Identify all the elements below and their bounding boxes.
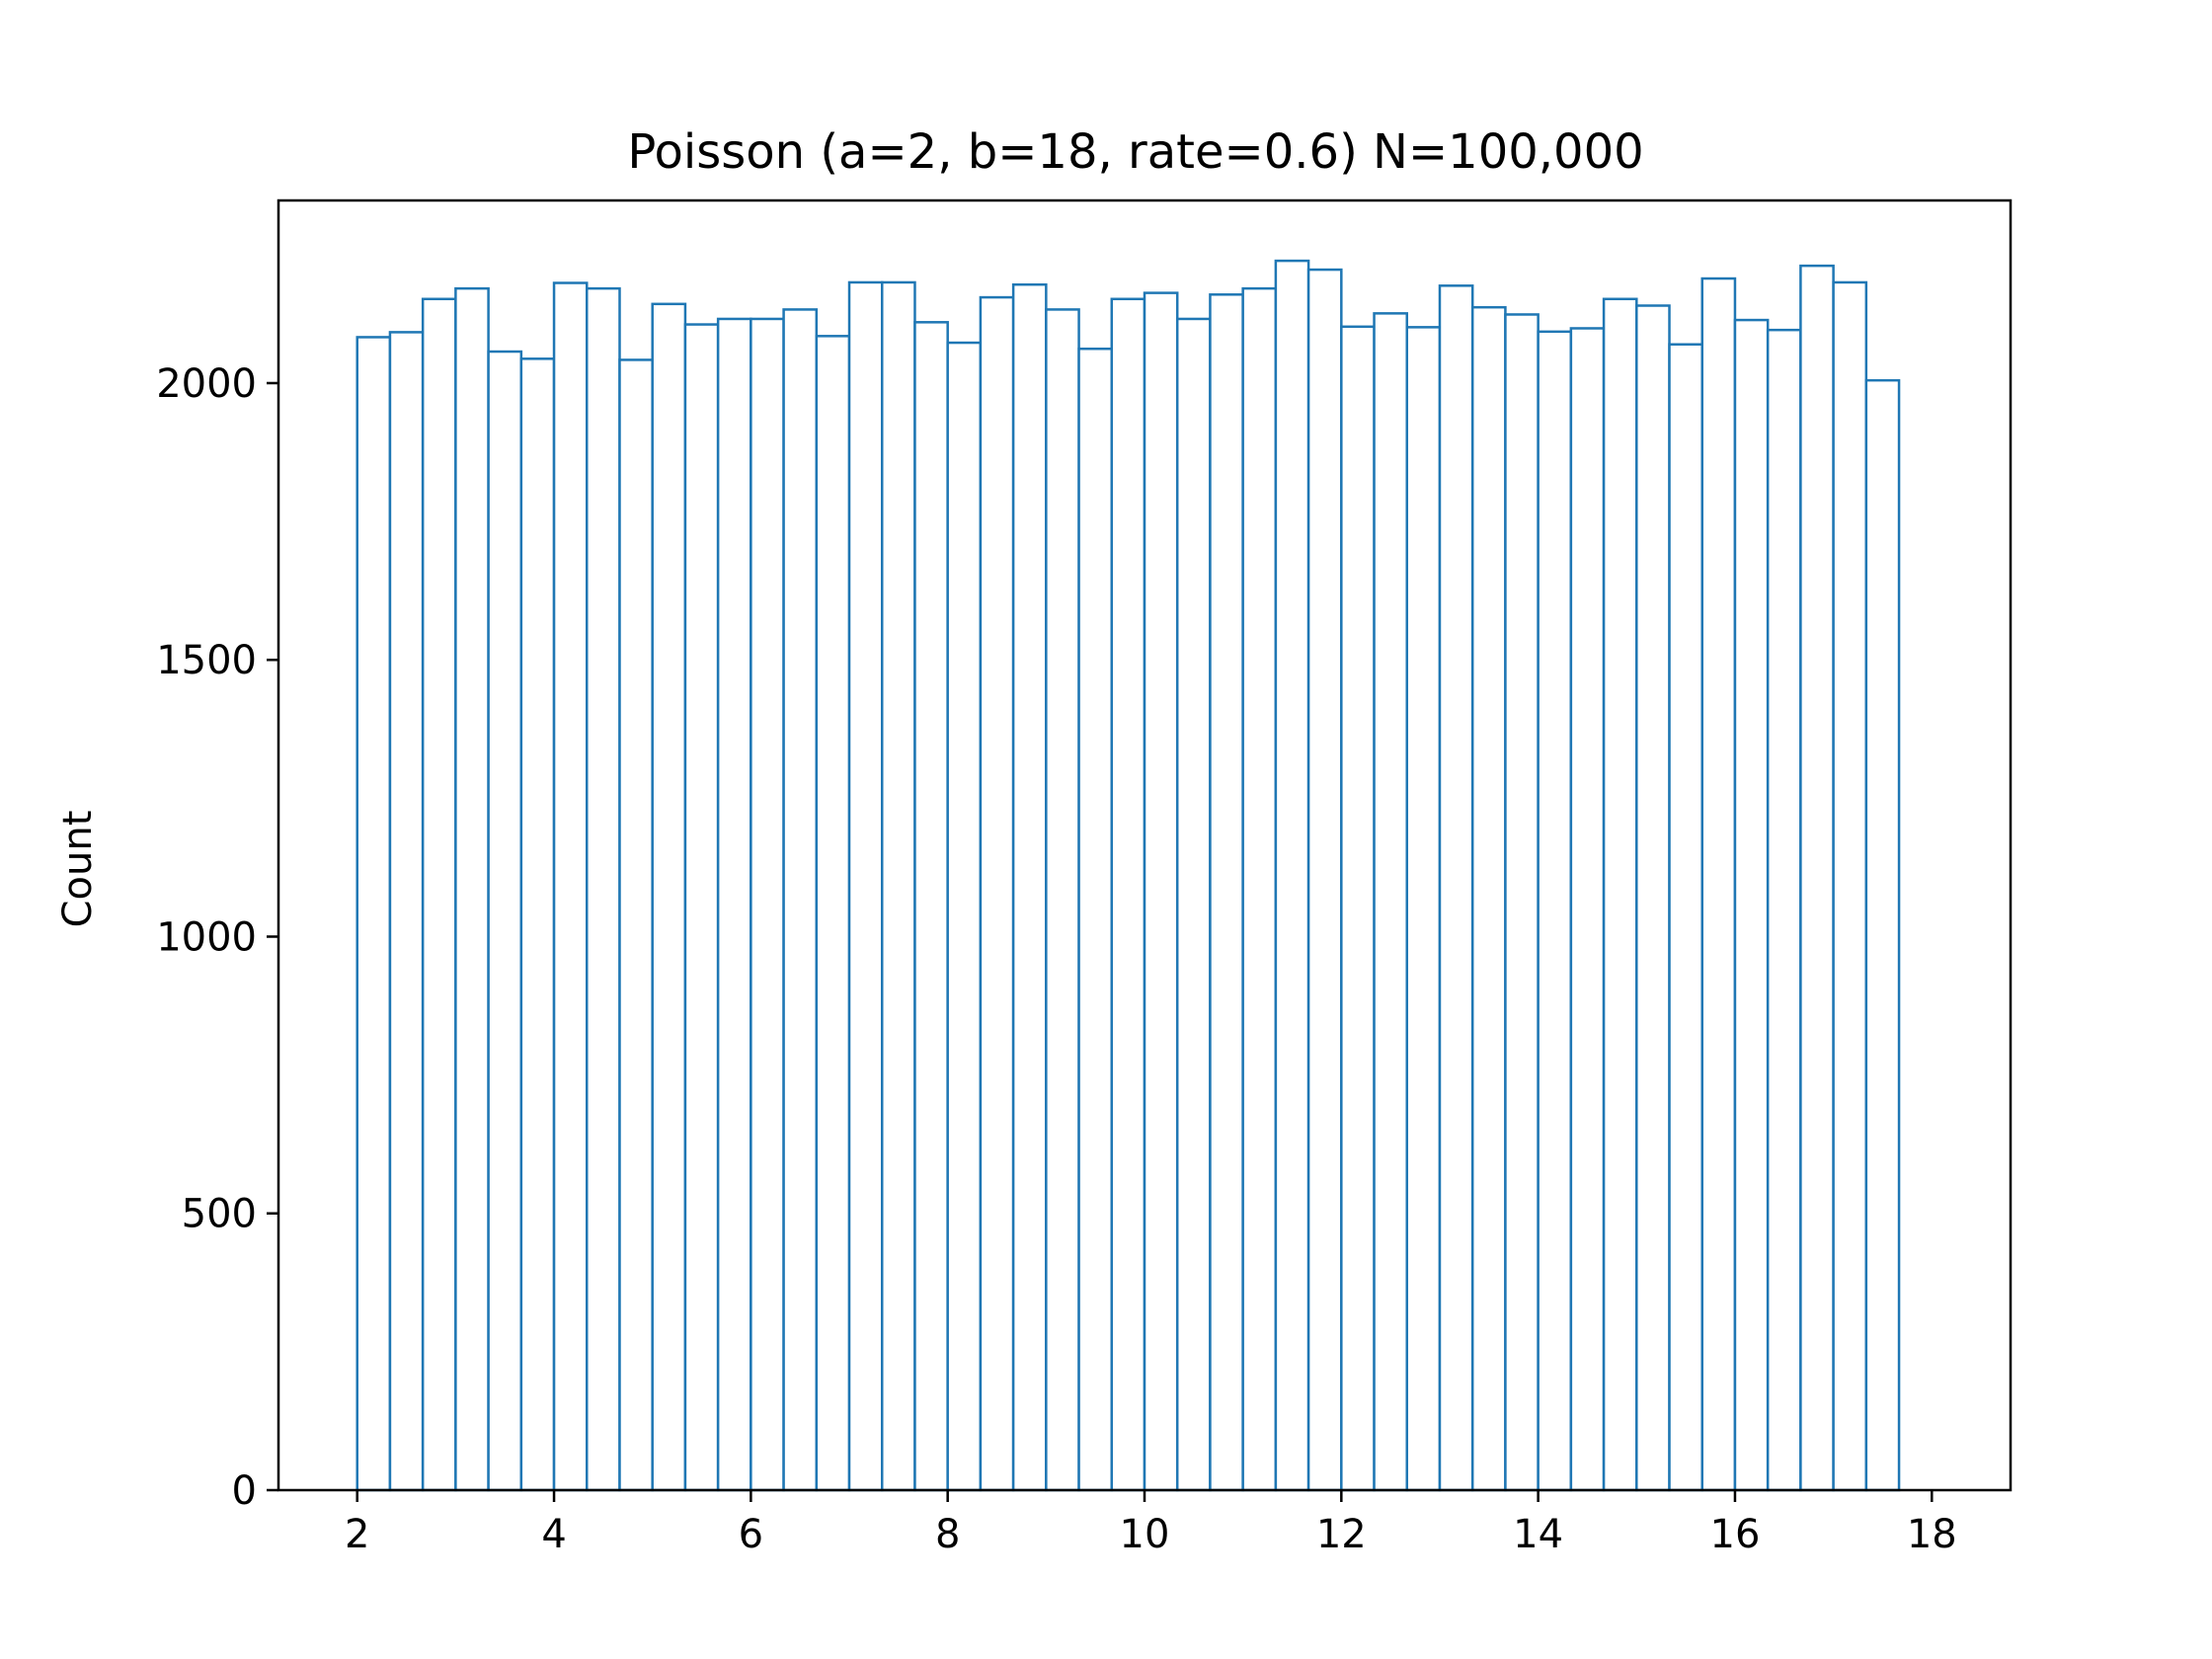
histogram-bar-46 xyxy=(1864,378,1901,1492)
histogram-bar-10 xyxy=(683,323,720,1492)
histogram-bar-30 xyxy=(1340,325,1376,1492)
histogram-bar-13 xyxy=(782,308,819,1492)
histogram-bar-23 xyxy=(1110,297,1146,1492)
histogram-bar-35 xyxy=(1504,313,1540,1492)
y-tick-label-4: 2000 xyxy=(156,361,257,407)
histogram-bar-22 xyxy=(1077,347,1114,1492)
histogram-bar-17 xyxy=(913,321,949,1492)
histogram-bar-3 xyxy=(454,286,490,1492)
histogram-bar-27 xyxy=(1241,286,1278,1492)
histogram-bar-34 xyxy=(1470,305,1507,1492)
histogram-bar-39 xyxy=(1635,304,1671,1492)
histogram-bar-29 xyxy=(1306,268,1343,1492)
histogram-bar-45 xyxy=(1832,280,1868,1492)
histogram-bar-41 xyxy=(1700,276,1737,1492)
x-tick-label-0: 2 xyxy=(345,1512,369,1557)
y-tick-label-1: 500 xyxy=(182,1192,257,1237)
histogram-bar-14 xyxy=(815,335,851,1492)
axes-frame xyxy=(276,198,2013,1492)
y-tick-label-2: 1000 xyxy=(156,914,257,960)
histogram-bar-37 xyxy=(1569,327,1606,1492)
x-tick-label-6: 14 xyxy=(1513,1512,1563,1557)
histogram-bar-1 xyxy=(388,331,425,1492)
histogram-bar-2 xyxy=(421,297,457,1492)
y-axis-label: Count xyxy=(55,811,101,928)
histogram-bar-28 xyxy=(1274,259,1310,1492)
histogram-bar-8 xyxy=(618,358,654,1492)
y-tick-label-3: 1500 xyxy=(156,638,257,683)
chart-title: Poisson (a=2, b=18, rate=0.6) N=100,000 xyxy=(627,124,1643,180)
histogram-bar-42 xyxy=(1733,318,1770,1492)
histogram-bar-9 xyxy=(651,302,687,1492)
histogram-bar-0 xyxy=(356,336,392,1492)
x-tick-label-7: 16 xyxy=(1710,1512,1761,1557)
histogram-bar-6 xyxy=(552,281,589,1492)
histogram-bar-21 xyxy=(1045,308,1080,1492)
y-axis-ticks: 0 500 1000 1500 2000 xyxy=(156,361,278,1514)
histogram-bars xyxy=(356,259,1901,1492)
histogram-bar-32 xyxy=(1405,326,1442,1492)
histogram-bar-11 xyxy=(716,317,752,1492)
histogram-bar-5 xyxy=(519,357,556,1492)
x-tick-label-2: 6 xyxy=(739,1512,763,1557)
histogram-bar-25 xyxy=(1175,317,1212,1492)
x-tick-label-5: 12 xyxy=(1316,1512,1367,1557)
histogram-bar-36 xyxy=(1537,330,1573,1492)
histogram-bar-19 xyxy=(979,295,1015,1492)
x-tick-label-1: 4 xyxy=(541,1512,566,1557)
histogram-bar-15 xyxy=(847,280,884,1492)
histogram-bar-20 xyxy=(1011,282,1048,1492)
histogram-bar-40 xyxy=(1668,343,1703,1492)
histogram-bar-43 xyxy=(1766,328,1802,1492)
x-tick-label-3: 8 xyxy=(935,1512,960,1557)
histogram-bar-33 xyxy=(1438,284,1474,1492)
histogram-bar-38 xyxy=(1602,297,1638,1492)
histogram-bar-26 xyxy=(1209,293,1244,1492)
histogram-bar-18 xyxy=(946,341,983,1492)
x-tick-label-4: 10 xyxy=(1120,1512,1170,1557)
x-tick-label-8: 18 xyxy=(1907,1512,1957,1557)
histogram-bar-4 xyxy=(487,350,523,1492)
y-tick-label-0: 0 xyxy=(232,1468,257,1514)
histogram-bar-31 xyxy=(1373,312,1409,1492)
histogram-bar-12 xyxy=(750,317,785,1492)
x-axis-ticks: 2 4 6 8 10 12 14 16 18 xyxy=(345,1490,1957,1557)
histogram-bar-44 xyxy=(1799,264,1835,1492)
histogram-bar-24 xyxy=(1143,291,1179,1492)
histogram-bar-16 xyxy=(880,280,916,1492)
histogram-bar-7 xyxy=(586,286,621,1492)
